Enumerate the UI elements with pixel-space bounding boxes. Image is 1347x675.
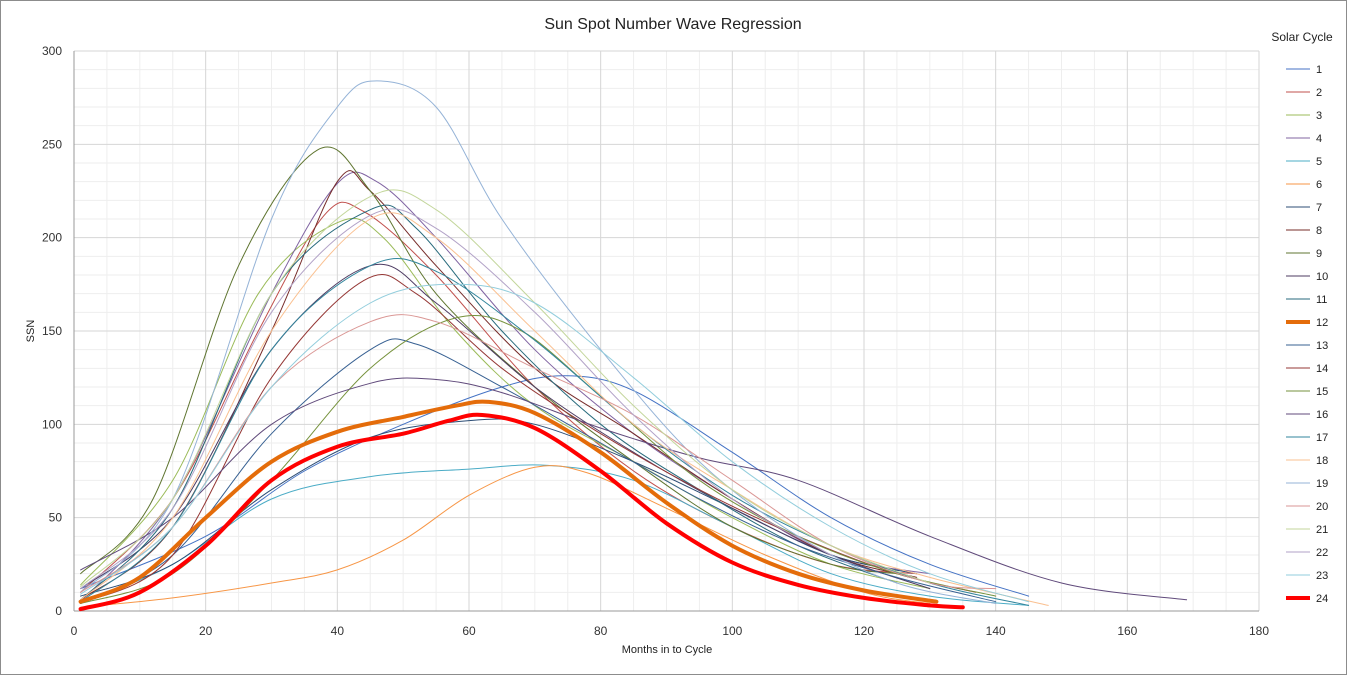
legend-label-15: 15 — [1316, 386, 1328, 398]
series-line-5 — [80, 464, 1030, 606]
legend-label-12: 12 — [1316, 317, 1328, 329]
series-line-13 — [80, 338, 997, 604]
legend-label-1: 1 — [1316, 64, 1322, 76]
x-tick-label: 180 — [1249, 624, 1269, 638]
legend-label-5: 5 — [1316, 156, 1322, 168]
y-tick-label: 150 — [42, 324, 62, 338]
legend-label-9: 9 — [1316, 248, 1322, 260]
series-line-16 — [80, 377, 1188, 601]
series-line-22 — [80, 208, 832, 590]
legend-label-13: 13 — [1316, 340, 1328, 352]
series-line-12 — [78, 399, 939, 604]
series-line-19 — [80, 80, 997, 604]
series-line-23 — [80, 283, 1030, 603]
legend-title: Solar Cycle — [1271, 30, 1333, 44]
series-line-14 — [80, 274, 977, 604]
x-tick-label: 0 — [71, 624, 78, 638]
x-tick-labels: 0 20 40 60 80 100 120 140 160 180 — [71, 624, 1270, 638]
series-line-1 — [80, 375, 1030, 597]
series-line-9 — [80, 146, 898, 575]
legend-label-24: 24 — [1316, 593, 1328, 605]
legend-label-2: 2 — [1316, 87, 1322, 99]
x-tick-label: 120 — [854, 624, 874, 638]
series-group — [78, 80, 1188, 612]
legend-label-3: 3 — [1316, 110, 1322, 122]
legend: Solar Cycle 1234567891011121314151617181… — [1271, 30, 1333, 605]
legend-label-4: 4 — [1316, 133, 1322, 145]
legend-label-11: 11 — [1316, 294, 1327, 306]
legend-label-21: 21 — [1316, 524, 1328, 536]
y-tick-label: 100 — [42, 417, 62, 431]
x-tick-label: 60 — [462, 624, 476, 638]
legend-label-8: 8 — [1316, 225, 1322, 237]
legend-label-20: 20 — [1316, 501, 1328, 513]
x-tick-label: 140 — [986, 624, 1006, 638]
y-tick-labels: 0 50 100 150 200 250 300 — [42, 44, 62, 618]
chart-title: Sun Spot Number Wave Regression — [544, 16, 801, 33]
legend-label-10: 10 — [1316, 271, 1328, 283]
legend-label-18: 18 — [1316, 455, 1328, 467]
x-axis-label: Months in to Cycle — [622, 644, 712, 656]
legend-label-17: 17 — [1316, 432, 1328, 444]
x-tick-label: 20 — [199, 624, 213, 638]
y-tick-label: 50 — [49, 511, 63, 525]
x-tick-label: 160 — [1117, 624, 1137, 638]
series-line-21 — [80, 189, 931, 588]
legend-label-16: 16 — [1316, 409, 1328, 421]
series-line-18 — [80, 212, 1049, 606]
y-tick-label: 0 — [55, 604, 62, 618]
series-line-24 — [78, 412, 965, 612]
legend-label-7: 7 — [1316, 202, 1322, 214]
series-line-11 — [80, 204, 898, 601]
legend-label-23: 23 — [1316, 570, 1328, 582]
x-tick-label: 80 — [594, 624, 608, 638]
y-tick-label: 250 — [42, 137, 62, 151]
y-tick-label: 300 — [42, 44, 62, 58]
series-line-6 — [80, 465, 931, 608]
series-line-20 — [80, 314, 997, 593]
legend-label-22: 22 — [1316, 547, 1328, 559]
legend-label-6: 6 — [1316, 179, 1322, 191]
x-tick-label: 40 — [331, 624, 345, 638]
x-tick-label: 100 — [722, 624, 742, 638]
series-line-10 — [80, 263, 931, 590]
legend-label-19: 19 — [1316, 478, 1328, 490]
legend-label-14: 14 — [1316, 363, 1328, 375]
y-axis-label: SSN — [25, 320, 37, 343]
y-tick-label: 200 — [42, 231, 62, 245]
